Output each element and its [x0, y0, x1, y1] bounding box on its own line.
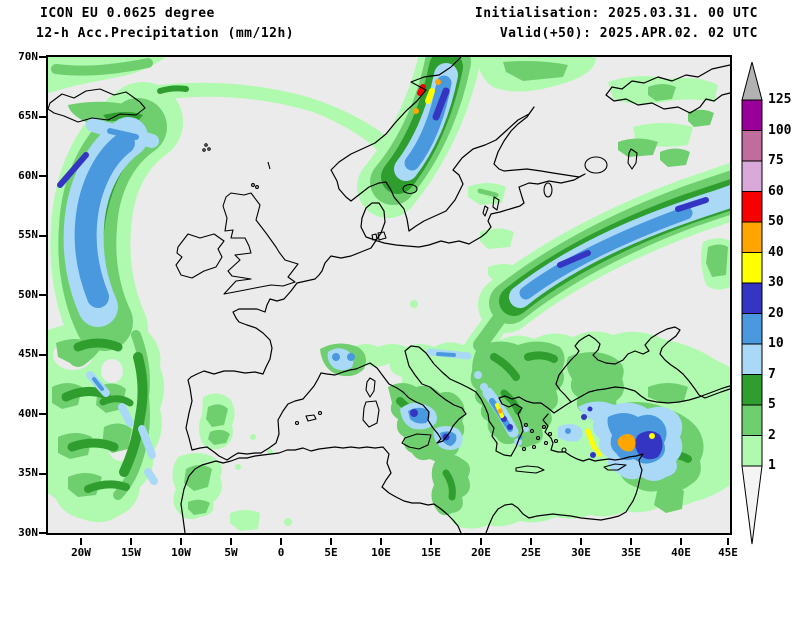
- lon-axis-label: 20W: [71, 546, 91, 559]
- tick: [630, 538, 632, 545]
- tick: [727, 538, 729, 545]
- lat-axis-label: 45N: [18, 347, 38, 360]
- lon-axis-label: 30E: [571, 546, 591, 559]
- tick: [39, 116, 46, 118]
- map-canvas: [48, 57, 730, 533]
- lat-axis-label: 70N: [18, 50, 38, 63]
- lon-axis-label: 5W: [224, 546, 238, 559]
- colorbar-cell: [741, 374, 763, 406]
- legend-label: 10: [768, 336, 784, 351]
- colorbar-cell: [741, 160, 763, 192]
- legend-label: 5: [768, 397, 776, 412]
- lon-axis-label: 15E: [421, 546, 441, 559]
- lon-axis-label: 10E: [371, 546, 391, 559]
- colorbar-overflow-arrow: [741, 62, 763, 101]
- legend-label: 1: [768, 458, 776, 473]
- colorbar-cell: [741, 313, 763, 345]
- colorbar-cell: [741, 99, 763, 131]
- lat-axis-label: 40N: [18, 407, 38, 420]
- tick: [39, 413, 46, 415]
- tick: [530, 538, 532, 545]
- valid-time: Valid(+50): 2025.APR.02. 02 UTC: [499, 26, 758, 41]
- tick: [130, 538, 132, 545]
- tick: [680, 538, 682, 545]
- legend-label: 20: [768, 306, 784, 321]
- colorbar-cell: [741, 130, 763, 162]
- tick: [480, 538, 482, 545]
- lon-axis-label: 0: [277, 546, 285, 559]
- lon-axis-label: 25E: [521, 546, 541, 559]
- tick: [39, 294, 46, 296]
- colorbar-cell: [741, 221, 763, 253]
- lat-axis-label: 30N: [18, 526, 38, 539]
- colorbar-cell: [741, 282, 763, 314]
- lon-axis-label: 35E: [621, 546, 641, 559]
- map-frame: [46, 55, 732, 535]
- precip-orange-layer: [413, 79, 636, 452]
- coastlines: [48, 57, 730, 533]
- legend-label: 50: [768, 214, 784, 229]
- legend-label: 2: [768, 428, 776, 443]
- legend-label: 75: [768, 153, 784, 168]
- colorbar-cell: [741, 343, 763, 375]
- tick: [39, 56, 46, 58]
- legend-label: 60: [768, 184, 784, 199]
- model-title: ICON EU 0.0625 degree: [40, 6, 215, 21]
- tick: [80, 538, 82, 545]
- tick: [39, 175, 46, 177]
- tick: [39, 235, 46, 237]
- colorbar: [741, 62, 763, 545]
- colorbar-cell: [741, 404, 763, 436]
- tick: [330, 538, 332, 545]
- tick: [430, 538, 432, 545]
- tick: [180, 538, 182, 545]
- product-title: 12-h Acc.Precipitation (mm/12h): [36, 26, 295, 41]
- tick: [380, 538, 382, 545]
- lon-axis-label: 45E: [718, 546, 738, 559]
- colorbar-cell: [741, 435, 763, 467]
- lat-axis-label: 35N: [18, 466, 38, 479]
- lat-axis-label: 50N: [18, 288, 38, 301]
- legend-label: 7: [768, 367, 776, 382]
- legend-label: 40: [768, 245, 784, 260]
- lon-axis-label: 15W: [121, 546, 141, 559]
- tick: [280, 538, 282, 545]
- lon-axis-label: 5E: [324, 546, 338, 559]
- init-time: Initialisation: 2025.03.31. 00 UTC: [474, 6, 758, 21]
- colorbar-cell: [741, 191, 763, 223]
- legend-label: 125: [768, 92, 792, 107]
- colorbar-cell: [741, 252, 763, 284]
- tick: [39, 354, 46, 356]
- tick: [230, 538, 232, 545]
- lat-axis-label: 55N: [18, 228, 38, 241]
- legend-label: 30: [768, 275, 784, 290]
- legend-label: 100: [768, 123, 792, 138]
- colorbar-underflow-arrow: [741, 465, 763, 545]
- precip-mid-blue-layer: [74, 75, 693, 464]
- tick: [39, 473, 46, 475]
- lat-axis-label: 65N: [18, 109, 38, 122]
- tick: [580, 538, 582, 545]
- precip-yellow-layer: [425, 88, 655, 457]
- lat-axis-label: 60N: [18, 169, 38, 182]
- lon-axis-label: 40E: [671, 546, 691, 559]
- lon-axis-label: 10W: [171, 546, 191, 559]
- lon-axis-label: 20E: [471, 546, 491, 559]
- tick: [39, 532, 46, 534]
